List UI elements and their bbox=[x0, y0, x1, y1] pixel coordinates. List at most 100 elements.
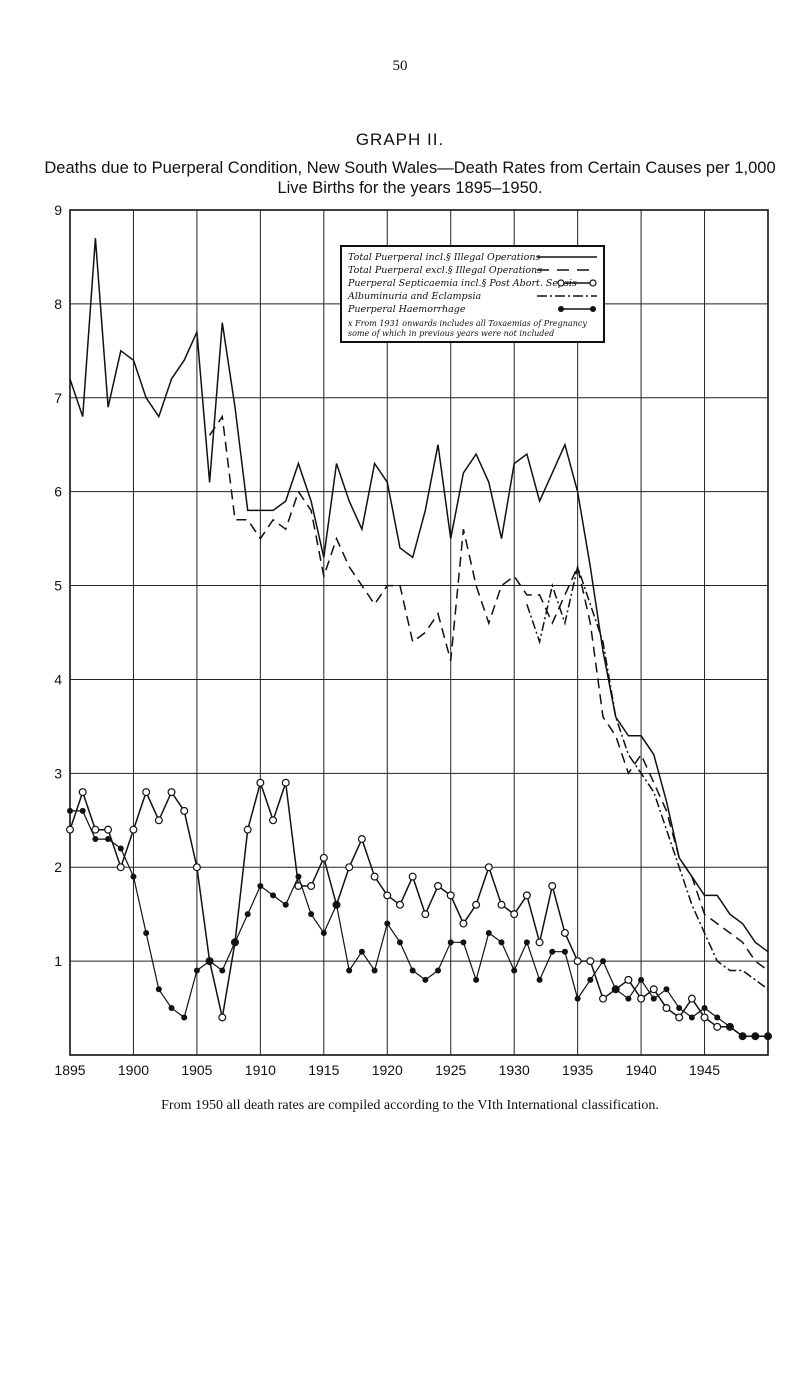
series-0 bbox=[69, 238, 769, 953]
chart-svg: 1 2 3 4 5 6 7 8 9 1895 1900 1905 1910 1915 1920 1925 19… bbox=[54, 202, 772, 1078]
y-axis-ticks: 1 2 3 4 5 6 7 8 9 bbox=[54, 202, 62, 969]
data-point bbox=[523, 939, 530, 946]
data-point bbox=[218, 1013, 227, 1022]
data-point bbox=[370, 872, 379, 881]
x-tick-label: 1945 bbox=[689, 1062, 720, 1078]
data-point bbox=[320, 929, 327, 936]
legend-label: Puerperal Septicaemia incl.§ Post Abort.… bbox=[348, 278, 577, 289]
data-point bbox=[181, 1014, 188, 1021]
data-point bbox=[459, 919, 468, 928]
data-point bbox=[485, 929, 492, 936]
legend-swatch-circles bbox=[557, 279, 597, 287]
data-point bbox=[497, 900, 506, 909]
data-point bbox=[473, 976, 480, 983]
data-point bbox=[143, 929, 150, 936]
data-point bbox=[67, 807, 73, 814]
data-point bbox=[193, 967, 200, 974]
x-tick-label: 1900 bbox=[118, 1062, 149, 1078]
data-point bbox=[333, 901, 340, 908]
data-point bbox=[548, 881, 557, 890]
data-point bbox=[472, 900, 481, 909]
chart-title: Deaths due to Puerperal Condition, New S… bbox=[44, 159, 776, 197]
data-point bbox=[180, 806, 189, 815]
data-point bbox=[434, 881, 443, 890]
series-1 bbox=[208, 414, 769, 972]
series-4 bbox=[67, 807, 771, 1040]
data-point bbox=[421, 910, 430, 919]
data-point bbox=[460, 939, 467, 946]
y-tick-label: 7 bbox=[54, 390, 62, 406]
legend-entry-total-incl: Total Puerperal incl.§ Illegal Operation… bbox=[348, 251, 597, 264]
data-point bbox=[219, 967, 226, 974]
data-point bbox=[447, 939, 454, 946]
data-point bbox=[663, 986, 670, 993]
y-tick-label: 8 bbox=[54, 296, 62, 312]
x-tick-label: 1905 bbox=[181, 1062, 212, 1078]
data-point bbox=[396, 939, 403, 946]
data-point bbox=[257, 883, 264, 889]
data-point bbox=[256, 778, 265, 787]
data-point bbox=[700, 1013, 709, 1022]
data-point bbox=[409, 967, 416, 974]
series-2 bbox=[65, 778, 772, 1041]
data-point bbox=[408, 872, 417, 881]
series-layer bbox=[65, 238, 772, 1041]
series-line bbox=[70, 810, 768, 1037]
data-point bbox=[116, 863, 125, 872]
data-point bbox=[371, 967, 378, 974]
legend-entry-total-excl: Total Puerperal excl.§ Illegal Operation… bbox=[348, 264, 597, 277]
data-point bbox=[701, 1005, 708, 1012]
data-point bbox=[282, 901, 289, 908]
data-point bbox=[714, 1014, 721, 1021]
data-point bbox=[358, 948, 365, 955]
series-line bbox=[69, 238, 769, 953]
page-number: 50 bbox=[392, 58, 408, 74]
x-tick-label: 1895 bbox=[54, 1062, 85, 1078]
data-point bbox=[395, 900, 404, 909]
data-point bbox=[675, 1013, 684, 1022]
data-point bbox=[243, 825, 252, 834]
y-tick-label: 9 bbox=[54, 202, 62, 218]
data-point bbox=[625, 995, 632, 1002]
data-point bbox=[687, 994, 696, 1003]
legend-entry-albuminuria: Albuminuria and Eclampsia bbox=[348, 290, 597, 303]
x-tick-label: 1935 bbox=[562, 1062, 593, 1078]
y-tick-label: 6 bbox=[54, 484, 62, 500]
legend-label: Puerperal Haemorrhage bbox=[348, 304, 466, 315]
data-point bbox=[142, 788, 151, 797]
y-tick-label: 5 bbox=[54, 578, 62, 594]
legend-entry-septicaemia: Puerperal Septicaemia incl.§ Post Abort.… bbox=[348, 277, 597, 290]
x-tick-label: 1920 bbox=[372, 1062, 403, 1078]
data-point bbox=[739, 1033, 746, 1040]
chart-grid bbox=[69, 209, 769, 1056]
data-point bbox=[752, 1033, 759, 1040]
data-point bbox=[192, 863, 201, 872]
data-point bbox=[78, 788, 87, 797]
x-tick-label: 1915 bbox=[308, 1062, 339, 1078]
data-point bbox=[446, 891, 455, 900]
data-point bbox=[384, 920, 391, 927]
plot-frame bbox=[69, 209, 769, 1056]
legend-swatch-dash-dot bbox=[537, 295, 597, 297]
data-point bbox=[662, 1004, 671, 1013]
data-point bbox=[574, 995, 581, 1002]
data-point bbox=[561, 948, 568, 955]
data-point bbox=[535, 938, 544, 947]
series-line bbox=[208, 414, 769, 972]
data-point bbox=[167, 788, 176, 797]
data-point bbox=[91, 825, 100, 834]
y-tick-label: 3 bbox=[54, 765, 62, 781]
data-point bbox=[129, 825, 138, 834]
data-point bbox=[383, 891, 392, 900]
data-point bbox=[244, 911, 251, 918]
data-point bbox=[765, 1033, 771, 1040]
data-point bbox=[155, 986, 162, 993]
data-point bbox=[688, 1014, 695, 1021]
data-point bbox=[345, 863, 354, 872]
data-point bbox=[713, 1022, 722, 1031]
legend-label: Total Puerperal incl.§ Illegal Operation… bbox=[348, 252, 541, 263]
x-tick-label: 1910 bbox=[245, 1062, 276, 1078]
data-point bbox=[104, 825, 113, 834]
data-point bbox=[231, 939, 238, 946]
data-point bbox=[357, 835, 366, 844]
